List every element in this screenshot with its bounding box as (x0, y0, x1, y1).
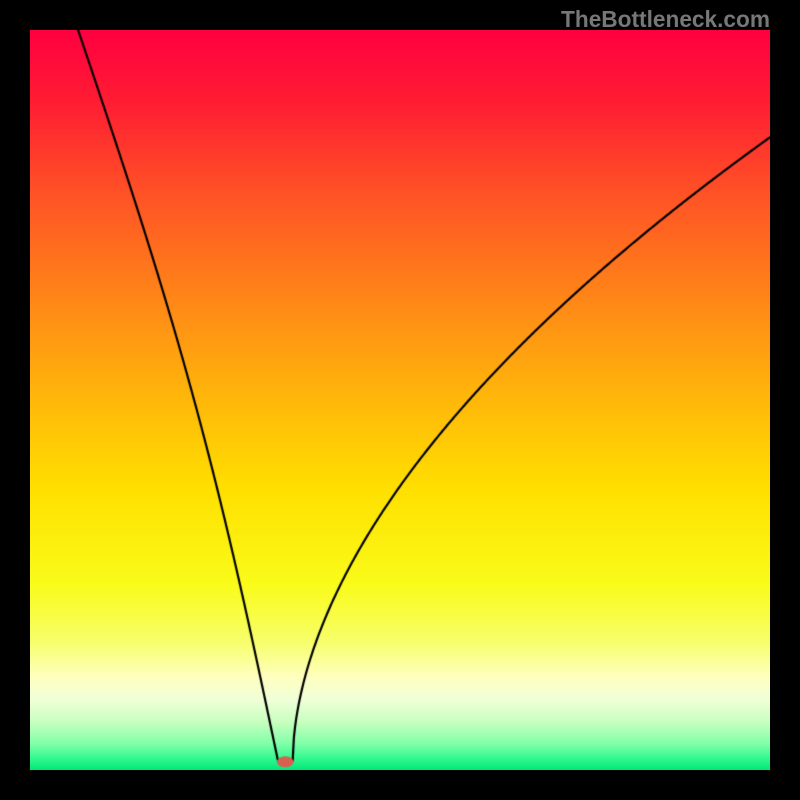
watermark-label: TheBottleneck.com (561, 6, 770, 33)
bottleneck-curve (30, 30, 770, 770)
chart-frame: TheBottleneck.com (0, 0, 800, 800)
plot-area (30, 30, 770, 770)
